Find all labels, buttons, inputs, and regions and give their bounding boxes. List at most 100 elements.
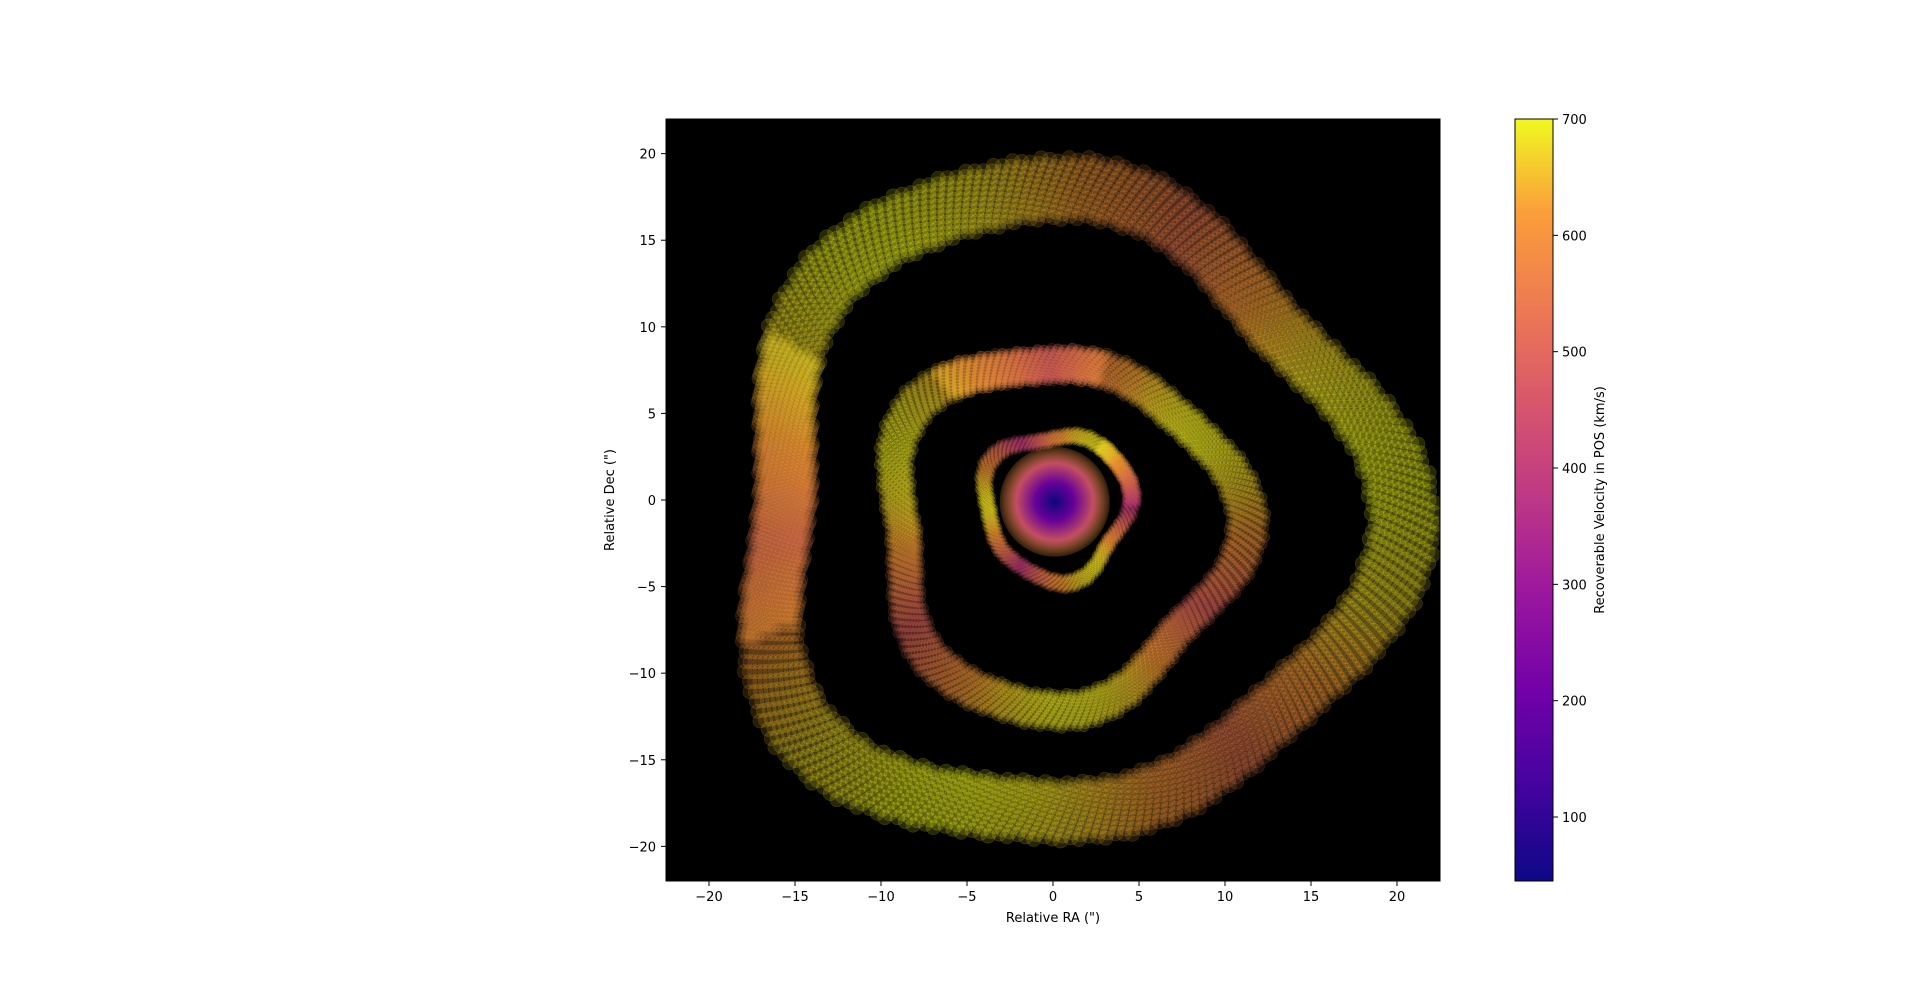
scatter-point [1089, 434, 1097, 442]
scatter-point [1131, 496, 1138, 504]
scatter-point [1117, 457, 1125, 464]
scatter-point [1132, 475, 1140, 483]
scatter-point [1108, 449, 1116, 457]
scatter-point [1124, 500, 1132, 508]
scatter-point [1120, 484, 1128, 492]
scatter-point [1123, 475, 1131, 483]
scatter-point [1103, 439, 1111, 447]
scatter-point [1125, 484, 1133, 491]
scatter-point [1120, 457, 1128, 465]
scatter-point [1127, 469, 1135, 477]
scatter-point [1093, 437, 1101, 445]
scatter-point [1081, 434, 1089, 442]
scatter-point [1090, 445, 1098, 452]
scatter-point [1091, 431, 1098, 438]
scatter-point [1109, 452, 1117, 460]
scatter-point [1126, 497, 1134, 505]
scatter-point [1109, 462, 1117, 470]
scatter-point [1076, 434, 1083, 442]
scatter-point [1123, 468, 1131, 476]
scatter-point [1134, 500, 1142, 508]
scatter-point [1132, 484, 1140, 491]
scatter-point [1131, 487, 1139, 495]
scatter-point [1078, 429, 1085, 437]
scatter-point [1113, 456, 1121, 464]
scatter-point [1110, 456, 1118, 464]
scatter-point [1100, 436, 1107, 443]
scatter-point [1084, 433, 1092, 441]
scatter-point [1099, 446, 1107, 454]
scatter-point [1074, 435, 1082, 443]
scatter-point [1116, 463, 1124, 471]
scatter-point [1122, 482, 1130, 490]
scatter-point [1122, 498, 1130, 506]
scatter-point [1128, 485, 1136, 493]
scatter-point [1118, 463, 1126, 471]
scatter-point [1093, 447, 1100, 455]
scatter-point [1096, 443, 1104, 451]
scatter-point [1099, 443, 1107, 450]
scatter-point [1133, 480, 1141, 488]
scatter-point [1097, 450, 1105, 457]
scatter-point [1124, 491, 1132, 499]
scatter-point [1085, 436, 1092, 444]
scatter-point [1075, 427, 1083, 435]
scatter-point [1082, 431, 1089, 438]
scatter-point [1085, 443, 1093, 451]
scatter-point [1120, 467, 1128, 475]
scatter-point [1106, 459, 1113, 467]
scatter-point [1118, 470, 1126, 478]
scatter-point [1120, 464, 1127, 472]
scatter-point [1128, 494, 1136, 502]
scatter-point [1103, 442, 1110, 450]
scatter-point [1106, 452, 1114, 460]
scatter-point [1121, 485, 1129, 493]
scatter-point [1111, 459, 1118, 467]
scatter-point [1133, 488, 1140, 496]
scatter-point [1091, 441, 1099, 449]
scatter-point [1121, 478, 1129, 486]
scatter-point [1110, 449, 1118, 457]
scatter-point [1127, 493, 1135, 501]
scatter-point [1094, 447, 1102, 455]
scatter-point [1128, 499, 1135, 506]
scatter-point [1103, 456, 1111, 463]
scatter-point [1082, 438, 1089, 445]
scatter-point [1124, 483, 1132, 491]
scatter-point [1114, 459, 1122, 467]
scatter-point [1111, 446, 1119, 453]
scatter-point [1101, 446, 1108, 454]
scatter-point [1135, 490, 1143, 498]
scatter-point [1132, 493, 1140, 501]
scatter-point [1069, 431, 1077, 439]
scatter-point [1116, 476, 1124, 484]
scatter-point [1068, 436, 1075, 444]
scatter-point [1116, 460, 1123, 468]
scatter-point [1072, 429, 1080, 437]
scatter-point [1118, 453, 1126, 461]
scatter-point [1113, 453, 1120, 460]
scatter-point [1126, 492, 1133, 500]
scatter-point [1122, 468, 1129, 476]
scatter-point [1129, 490, 1136, 498]
scatter-point [1096, 440, 1104, 448]
scatter-point [1115, 466, 1123, 474]
scatter-point [1070, 434, 1078, 442]
scatter-point [1117, 470, 1124, 478]
scatter-point [1135, 495, 1143, 503]
scatter-point [1130, 501, 1137, 509]
scatter-point [1095, 443, 1102, 451]
scatter-point [1105, 449, 1113, 457]
scatter-point [1079, 432, 1086, 440]
scatter-point [1071, 430, 1078, 438]
scatter-point [1088, 445, 1096, 453]
scatter-point [1120, 477, 1127, 485]
scatter-point [1073, 436, 1080, 444]
scatter-point [1115, 456, 1123, 464]
scatter-point [1094, 433, 1102, 441]
scatter-point [1120, 501, 1128, 509]
scatter-point [1107, 459, 1115, 467]
scatter-point [1096, 436, 1104, 444]
scatter-point [1126, 488, 1134, 496]
scatter-point [1075, 431, 1082, 439]
